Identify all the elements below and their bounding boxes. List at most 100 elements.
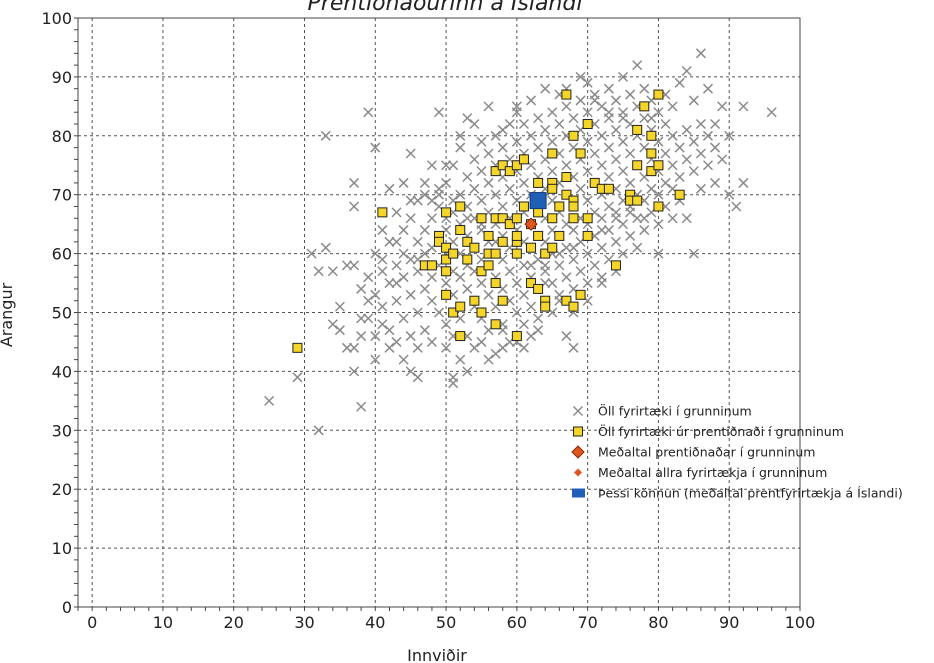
data-point [518, 319, 529, 330]
data-point [441, 342, 452, 353]
data-point [533, 207, 544, 218]
x-tick-label: 30 [294, 613, 314, 632]
data-point [483, 230, 494, 241]
data-point [363, 272, 374, 283]
data-point [561, 160, 572, 171]
data-point [639, 213, 650, 224]
data-point [441, 266, 452, 277]
data-point [582, 195, 593, 206]
data-point [618, 113, 629, 124]
data-point [462, 283, 473, 294]
data-point [547, 242, 558, 253]
data-point [681, 124, 692, 135]
data-point [306, 248, 317, 259]
data-point [589, 260, 600, 271]
data-point [511, 230, 522, 241]
data-point [462, 254, 473, 265]
data-point [334, 301, 345, 312]
data-point [349, 177, 360, 188]
data-point [405, 254, 416, 265]
data-point [462, 213, 473, 224]
data-point [610, 154, 621, 165]
legend-label: Öll fyrirtæki úr prentiðnaði í grunninum [598, 423, 844, 439]
data-point [589, 95, 600, 106]
data-point [327, 319, 338, 330]
data-point [483, 354, 494, 365]
data-point [384, 236, 395, 247]
data-point [370, 289, 381, 300]
data-point [518, 177, 529, 188]
data-point [511, 307, 522, 318]
data-point [441, 289, 452, 300]
data-point [582, 230, 593, 241]
data-point [632, 213, 643, 224]
data-point [575, 148, 586, 159]
data-point [525, 130, 537, 141]
x-tick-label: 40 [365, 613, 385, 632]
data-point [568, 254, 579, 265]
data-point [547, 278, 558, 289]
data-point [547, 148, 558, 159]
y-tick-label: 50 [52, 304, 72, 323]
data-point [667, 213, 678, 224]
data-point [710, 177, 721, 188]
data-point [639, 225, 650, 236]
data-point [370, 142, 381, 153]
data-point [511, 278, 522, 289]
data-point [653, 107, 664, 118]
tick-labels: 0 10 20 30 40 50 60 70 80 90 100 0 10 20 30 40 50 60 70 80 9… [41, 9, 815, 632]
data-point [575, 71, 586, 82]
data-point [582, 77, 593, 88]
data-point [653, 201, 664, 212]
data-point [589, 177, 600, 188]
data-point [582, 213, 593, 224]
data-point [603, 183, 614, 194]
data-point [497, 236, 508, 247]
data-point [568, 201, 579, 212]
data-point [462, 171, 473, 183]
data-point [490, 348, 501, 359]
data-point [688, 95, 699, 106]
data-point [419, 283, 430, 294]
data-point [618, 71, 629, 82]
data-point [646, 166, 657, 177]
data-point [313, 425, 324, 436]
data-point [688, 136, 699, 147]
data-point [568, 225, 579, 236]
data-point [341, 342, 353, 353]
data-point [441, 254, 452, 265]
data-point [596, 242, 607, 253]
x-tick-label: 90 [719, 613, 739, 632]
data-point [582, 119, 593, 130]
data-point [405, 195, 416, 206]
data-point [476, 136, 487, 147]
data-point [632, 124, 643, 135]
data-point [412, 372, 423, 383]
data-point [433, 107, 445, 118]
data-point [639, 113, 650, 124]
data-point [688, 166, 699, 177]
data-point [653, 160, 664, 171]
data-point [433, 307, 445, 318]
legend-label: Öll fyrirtæki í grunninum [598, 403, 752, 419]
data-point [363, 313, 374, 324]
data-point [419, 325, 430, 336]
data-point [646, 130, 657, 141]
data-point [448, 378, 459, 389]
data-point [717, 154, 728, 165]
data-point [632, 160, 643, 171]
data-point [455, 331, 466, 342]
data-point [702, 160, 714, 171]
data-point [561, 331, 572, 342]
data-point [568, 213, 579, 224]
data-point [618, 166, 629, 177]
data-point [441, 319, 452, 330]
data-point [653, 189, 664, 200]
data-point [398, 313, 409, 324]
y-tick-label: 0 [62, 598, 72, 617]
data-point [433, 183, 445, 194]
data-point [377, 266, 388, 277]
data-point [377, 207, 388, 218]
data-point [568, 342, 579, 353]
